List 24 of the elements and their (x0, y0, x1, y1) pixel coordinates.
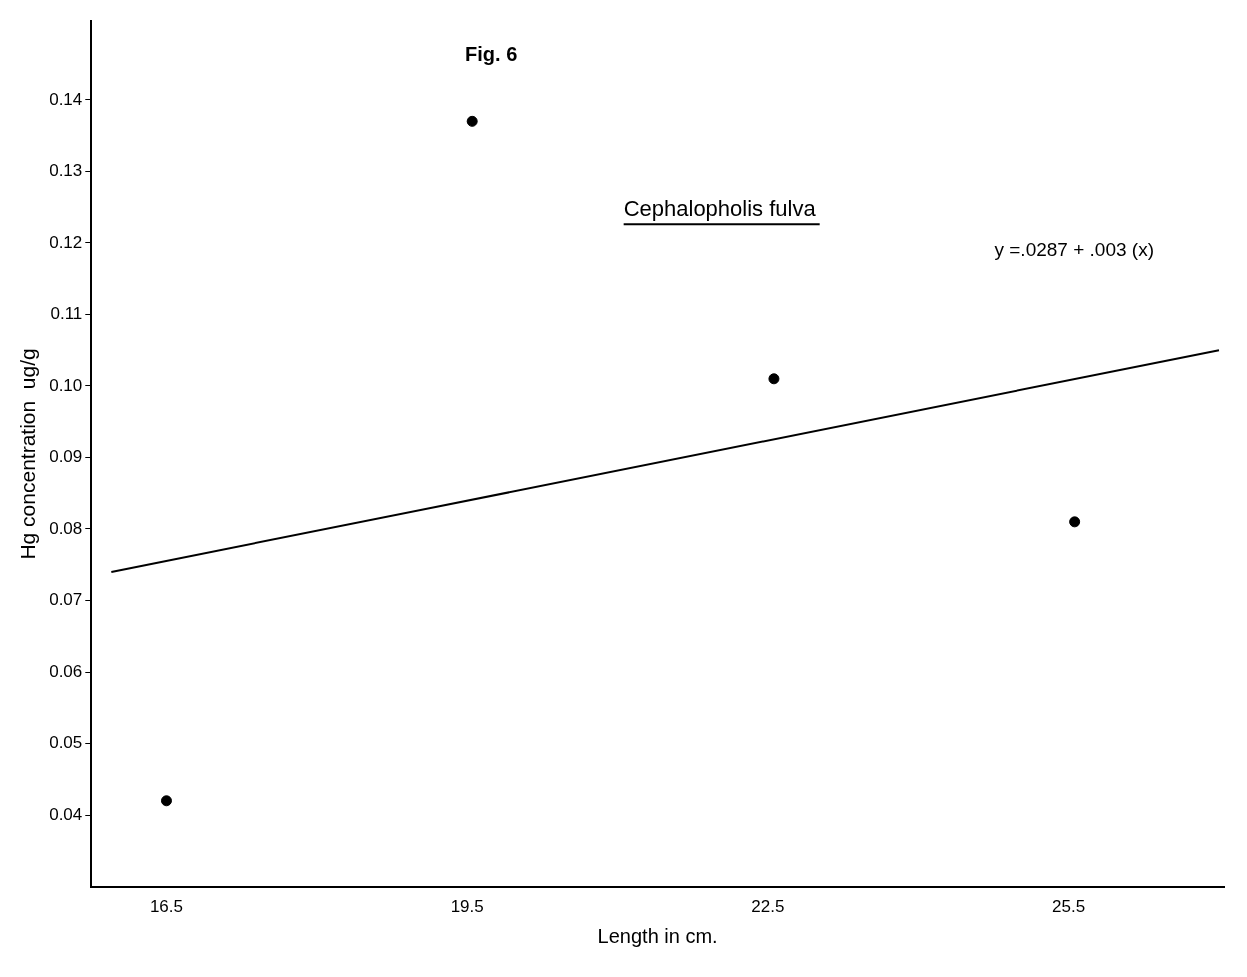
y-tick-label: 0.08 (49, 518, 83, 538)
point (160, 795, 172, 807)
text: Fig. 6 (465, 43, 518, 66)
point (1069, 516, 1081, 528)
y-tick-label: 0.12 (49, 232, 83, 252)
y-tick-label: 0.04 (49, 804, 83, 824)
annotation: y =.0287 + .003 (x) (994, 239, 1154, 261)
point (768, 373, 780, 385)
y-tick-label: 0.09 (49, 447, 83, 467)
y-tick-label: 0.11 (50, 304, 83, 324)
y-axis-title: Hg concentration ug/g (16, 348, 40, 560)
x-tick-label: 16.5 (149, 897, 184, 917)
annotation: Cephalopholis fulva (623, 196, 817, 222)
y-tick-label: 0.10 (49, 375, 83, 395)
y-tick-label: 0.14 (49, 89, 83, 109)
y-tick-label: 0.07 (49, 590, 83, 610)
x-axis-title: Length in cm. (597, 924, 718, 947)
x-tick-label: 22.5 (751, 897, 785, 917)
y-tick-label: 0.06 (49, 661, 83, 681)
x-tick-label: 19.5 (450, 897, 484, 917)
y-tick-label: 0.13 (49, 161, 83, 181)
point (466, 115, 478, 127)
x-tick-label: 25.5 (1052, 897, 1086, 917)
y-tick-label: 0.05 (49, 733, 83, 753)
